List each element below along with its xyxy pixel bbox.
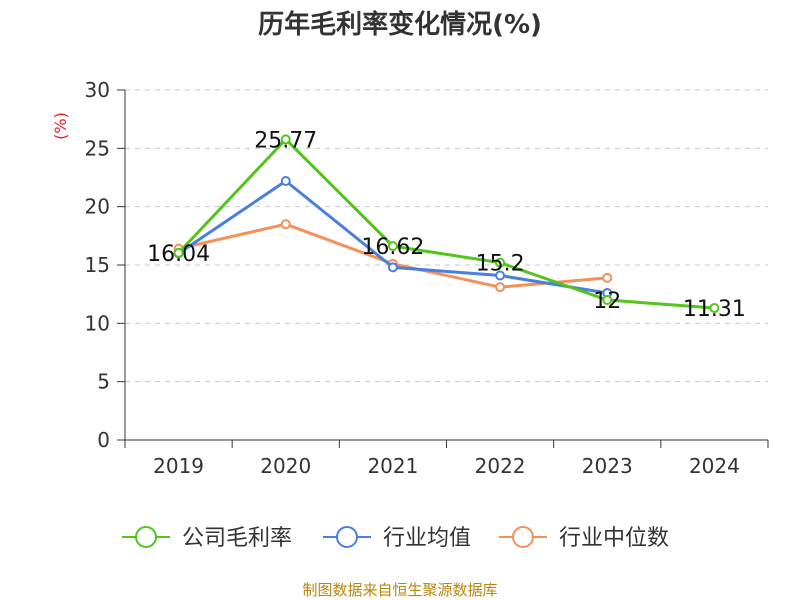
y-axis-unit-label: (%) <box>51 112 70 140</box>
legend-label: 行业中位数 <box>559 526 669 551</box>
y-tick-label: 25 <box>85 136 110 160</box>
data-point <box>280 134 291 145</box>
x-tick-label: 2020 <box>260 454 311 478</box>
data-point <box>387 241 398 252</box>
y-tick-label: 10 <box>85 311 110 335</box>
legend-item[interactable]: 行业均值 <box>323 526 471 551</box>
data-point <box>602 295 613 305</box>
data-label: 11.31 <box>683 297 746 322</box>
x-tick-label: 2022 <box>475 454 526 478</box>
series-line <box>177 137 716 310</box>
data-label: 12 <box>593 289 621 314</box>
data-point <box>280 219 291 230</box>
x-tick-label: 2021 <box>367 454 418 478</box>
y-tick-label: 15 <box>85 253 110 277</box>
data-point <box>280 176 291 186</box>
legend-item[interactable]: 行业中位数 <box>499 526 669 551</box>
data-label: 25.77 <box>254 128 317 153</box>
data-label: 16.04 <box>147 242 210 267</box>
legend[interactable]: 公司毛利率 行业均值 行业中位数 <box>122 526 669 551</box>
y-tick-label: 0 <box>97 428 110 452</box>
data-point <box>602 272 613 283</box>
data-label: 16.62 <box>361 235 424 260</box>
legend-circle-icon <box>135 526 157 548</box>
y-tick-label: 30 <box>85 78 110 102</box>
x-tick-label: 2023 <box>582 454 633 478</box>
series-group <box>173 134 720 314</box>
y-tick-label: 20 <box>85 195 110 219</box>
data-point <box>709 303 720 314</box>
x-tick-label: 2019 <box>153 454 204 478</box>
legend-circle-icon <box>336 526 358 548</box>
legend-label: 行业均值 <box>383 526 471 551</box>
data-point <box>387 262 398 273</box>
legend-label: 公司毛利率 <box>182 526 292 551</box>
legend-circle-icon <box>512 526 534 548</box>
chart-title: 历年毛利率变化情况(%) <box>258 9 542 40</box>
data-point <box>495 257 506 268</box>
source-note: 制图数据来自恒生聚源数据库 <box>302 581 497 599</box>
data-labels: 16.04 25.77 16.62 15.2 12 11.31 <box>147 128 746 322</box>
data-label: 15.2 <box>476 252 525 277</box>
y-tick-label: 5 <box>97 370 110 394</box>
axes: 0 5 10 15 20 25 30 2019 2020 2021 2022 2023 2024 <box>85 78 769 478</box>
data-point <box>173 247 184 258</box>
legend-item[interactable]: 公司毛利率 <box>122 526 292 551</box>
data-point <box>495 270 506 281</box>
data-point <box>495 282 506 293</box>
grid-lines <box>125 89 768 383</box>
x-tick-label: 2024 <box>689 454 740 478</box>
